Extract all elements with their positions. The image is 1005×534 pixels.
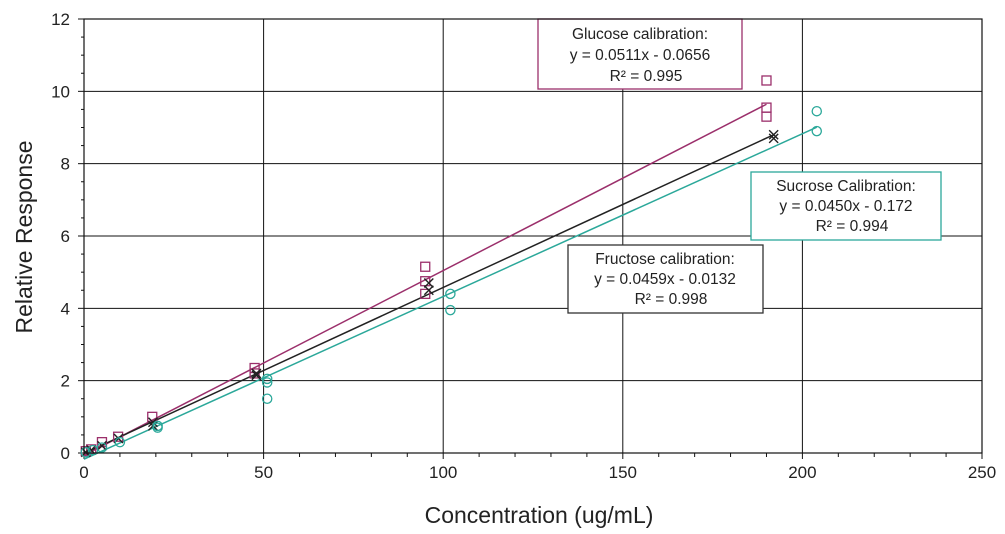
data-point-square bbox=[112, 431, 124, 442]
glucose-annotation-equation: y = 0.0511x - 0.0656 bbox=[570, 47, 711, 64]
data-point-x bbox=[96, 440, 107, 451]
y-tick-label: 8 bbox=[61, 155, 70, 174]
sucrose-annotation-box bbox=[750, 171, 942, 241]
data-point-x bbox=[423, 278, 434, 289]
data-point-x bbox=[423, 285, 434, 296]
glucose-annotation-box bbox=[537, 18, 743, 90]
data-point-circle bbox=[261, 377, 273, 388]
x-tick-label: 50 bbox=[254, 463, 273, 482]
data-point-circle bbox=[80, 447, 92, 458]
y-tick-label: 4 bbox=[61, 299, 70, 318]
data-point-circle bbox=[152, 420, 163, 432]
data-point-x bbox=[147, 417, 158, 428]
y-tick-label: 10 bbox=[51, 82, 70, 101]
y-axis-title: Relative Response bbox=[11, 140, 37, 333]
y-tick-label: 6 bbox=[61, 227, 70, 246]
y-tick-label: 0 bbox=[61, 444, 70, 463]
fructose-annotation-title: Fructose calibration: bbox=[595, 251, 735, 268]
plot-frame bbox=[83, 18, 983, 454]
sucrose-annotation-title: Sucrose Calibration: bbox=[776, 178, 916, 195]
glucose-annotation-r2: R² = 0.995 bbox=[610, 68, 683, 85]
fructose-annotation-box bbox=[567, 244, 764, 314]
x-axis-title: Concentration (ug/mL) bbox=[425, 502, 654, 528]
tick-labels: 0 50 100 150 200 250 0 2 4 6 8 10 12 bbox=[51, 10, 996, 482]
fit-line-series-1 bbox=[83, 134, 774, 455]
x-tick-label: 0 bbox=[79, 463, 88, 482]
data-point-circle bbox=[114, 436, 126, 448]
fructose-annotation-equation: y = 0.0459x - 0.0132 bbox=[594, 271, 736, 288]
glucose-annotation: Glucose calibration: y = 0.0511x - 0.065… bbox=[537, 18, 743, 90]
data-point-x bbox=[251, 368, 262, 379]
x-tick-label: 100 bbox=[429, 463, 457, 482]
x-tick-label: 200 bbox=[788, 463, 816, 482]
fructose-annotation: Fructose calibration: y = 0.0459x - 0.01… bbox=[567, 244, 764, 314]
x-tick-label: 250 bbox=[968, 463, 996, 482]
data-point-circle bbox=[96, 442, 108, 453]
grid-lines bbox=[78, 18, 983, 459]
y-tick-label: 12 bbox=[51, 10, 70, 29]
data-point-circle bbox=[445, 288, 456, 300]
x-tick-label: 150 bbox=[609, 463, 637, 482]
data-point-square bbox=[420, 288, 431, 300]
data-point-circle bbox=[445, 304, 456, 316]
fit-line-series-2 bbox=[83, 126, 818, 460]
y-tick-label: 2 bbox=[61, 372, 70, 391]
data-point-square bbox=[761, 75, 772, 86]
data-point-circle bbox=[261, 373, 273, 385]
data-point-x bbox=[251, 370, 262, 381]
data-point-x bbox=[768, 133, 779, 144]
fructose-annotation-r2: R² = 0.998 bbox=[635, 291, 708, 308]
data-point-square bbox=[761, 111, 772, 122]
sucrose-annotation-equation: y = 0.0450x - 0.172 bbox=[779, 198, 912, 215]
data-point-circle bbox=[811, 105, 823, 117]
glucose-annotation-title: Glucose calibration: bbox=[572, 26, 708, 43]
data-point-square bbox=[420, 261, 431, 272]
sucrose-annotation: Sucrose Calibration: y = 0.0450x - 0.172… bbox=[750, 171, 942, 241]
data-point-circle bbox=[261, 393, 273, 404]
data-point-x bbox=[768, 129, 779, 140]
data-point-circle bbox=[811, 125, 823, 137]
sucrose-annotation-r2: R² = 0.994 bbox=[816, 218, 889, 235]
